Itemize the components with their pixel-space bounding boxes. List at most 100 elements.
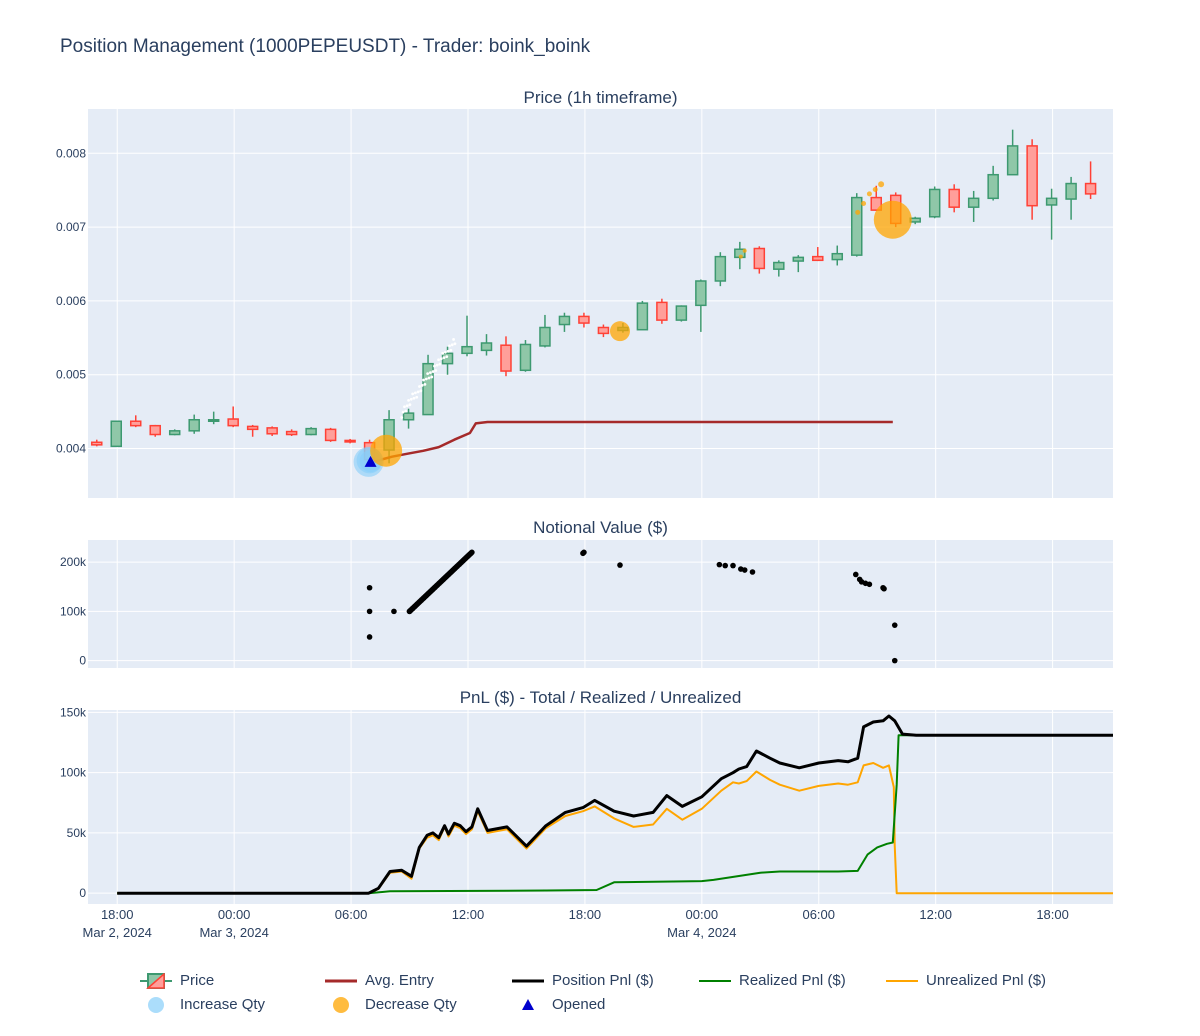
x-tick-label: 18:00	[569, 907, 602, 922]
candle-body	[812, 255, 824, 262]
increase-qty-marker	[431, 370, 435, 373]
opened-marker	[364, 455, 377, 467]
subplot-2: 0 100k 200k Notional Value ($)	[60, 518, 1113, 668]
candle-up	[792, 255, 805, 273]
notional-point	[406, 608, 413, 615]
candle-body	[1006, 145, 1019, 176]
candle-body	[753, 247, 766, 270]
increase-qty-marker	[433, 364, 436, 368]
legend-item-unrealized-pnl[interactable]: Unrealized Pnl ($)	[886, 972, 1046, 989]
candle-up	[188, 414, 200, 434]
increase-qty-marker	[423, 383, 427, 386]
candle-down	[753, 246, 766, 274]
notional-point	[366, 584, 373, 591]
notional-point	[852, 571, 859, 578]
increase-qty-marker	[439, 357, 443, 361]
increase-qty-marker	[448, 344, 451, 348]
candle-up	[1065, 176, 1077, 220]
y-tick-label: 100k	[60, 604, 87, 618]
y-tick-label: 0.008	[56, 146, 86, 160]
candle-body	[831, 252, 844, 261]
increase-qty-marker	[452, 338, 455, 341]
legend-label-realized-pnl: Realized Pnl ($)	[739, 972, 846, 989]
legend-item-realized-pnl[interactable]: Realized Pnl ($)	[699, 972, 846, 989]
increase-qty-marker	[438, 362, 442, 366]
candle-down	[324, 427, 337, 442]
candle-down	[1026, 139, 1038, 220]
candle-up	[675, 305, 688, 322]
x-tick-label: Mar 4, 2024	[667, 925, 736, 940]
candle-up	[207, 411, 220, 425]
circle-marker-icon	[148, 996, 164, 1013]
x-tick-label: 12:00	[919, 907, 952, 922]
legend-item-opened[interactable]: Opened	[512, 996, 605, 1013]
candle-up	[422, 354, 434, 416]
subplot-3: 0 50k 100k 150k PnL ($) - Total / Realized /…	[60, 688, 1113, 904]
increase-qty-marker	[441, 351, 445, 355]
candle-body	[851, 196, 863, 256]
y-tick-label: 0.007	[56, 220, 86, 234]
candle-body	[539, 326, 551, 347]
candle-up	[539, 314, 551, 348]
candle-down	[149, 424, 161, 437]
x-tick-label: 00:00	[686, 907, 719, 922]
legend-label-avg-entry: Avg. Entry	[365, 972, 434, 989]
y-tick-label: 0	[79, 654, 86, 668]
legend-item-decrease-qty[interactable]: Decrease Qty	[325, 996, 457, 1013]
candle-up	[636, 300, 649, 331]
subplot-title: Price (1h timeframe)	[524, 88, 678, 107]
candle-body	[227, 418, 239, 427]
candle-body	[870, 196, 882, 211]
increase-qty-marker	[424, 377, 428, 381]
increase-qty-marker	[449, 348, 453, 352]
candle-up	[1006, 129, 1019, 176]
decrease-qty-marker	[742, 248, 747, 253]
notional-point	[741, 567, 748, 573]
candle-body	[987, 173, 999, 200]
x-tick-label: 12:00	[452, 907, 485, 922]
candle-body	[578, 315, 590, 324]
increase-qty-marker	[407, 398, 410, 402]
notional-point	[469, 549, 475, 556]
candle-body	[714, 255, 727, 282]
y-tick-label: 0.005	[56, 368, 86, 382]
subplot-title: PnL ($) - Total / Realized / Unrealized	[460, 688, 742, 707]
candle-up	[558, 312, 571, 332]
candle-body	[149, 424, 161, 436]
line-swatch-icon	[325, 979, 357, 982]
legend-item-increase-qty[interactable]: Increase Qty	[140, 996, 265, 1013]
circle-marker-icon	[333, 996, 349, 1013]
legend-label-position-pnl: Position Pnl ($)	[552, 972, 654, 989]
increase-qty-marker	[413, 391, 417, 395]
legend-item-price[interactable]: Price	[140, 972, 214, 989]
legend-item-avg-entry[interactable]: Avg. Entry	[325, 972, 434, 989]
x-tick-label: Mar 2, 2024	[83, 925, 152, 940]
legend-item-position-pnl[interactable]: Position Pnl ($)	[512, 972, 654, 989]
candle-up	[831, 245, 844, 266]
y-tick-label: 0	[79, 886, 86, 900]
line-swatch-icon	[512, 979, 544, 982]
increase-qty-marker	[408, 403, 412, 407]
y-tick-label: 150k	[60, 705, 87, 719]
increase-qty-marker	[418, 385, 421, 388]
candle-up	[928, 186, 941, 219]
series-group	[117, 714, 1113, 895]
candle-up	[110, 420, 123, 448]
candle-up	[461, 315, 473, 357]
candle-down	[344, 438, 356, 444]
increase-qty-marker	[445, 355, 449, 359]
candle-body	[188, 419, 200, 432]
increase-qty-marker	[404, 409, 408, 413]
increase-qty-marker	[437, 358, 440, 362]
series-group	[366, 549, 898, 664]
notional-point	[891, 657, 898, 664]
increase-qty-marker	[430, 375, 434, 379]
y-tick-label: 0.004	[56, 442, 86, 456]
candle-body	[695, 280, 707, 307]
increase-qty-marker	[400, 416, 404, 419]
plot-area	[88, 109, 1113, 498]
line-swatch-icon	[699, 979, 731, 982]
candle-up	[168, 429, 181, 436]
increase-qty-marker	[416, 390, 420, 394]
candle-body	[1045, 197, 1058, 206]
